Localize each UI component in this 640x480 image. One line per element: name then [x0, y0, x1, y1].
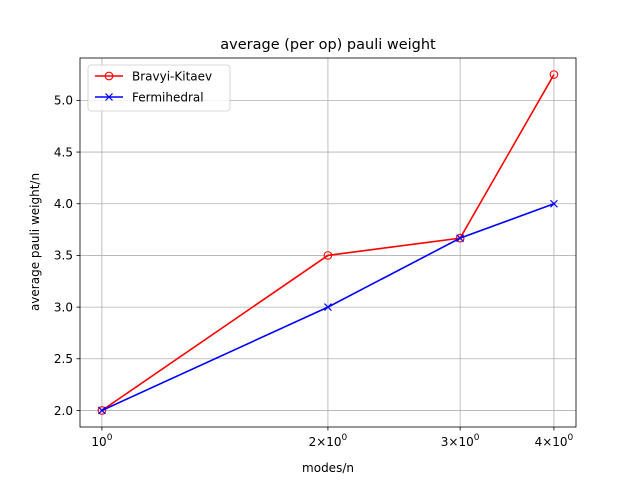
ticks: 100 2×100 3×100 4×100 2.0 2.5 3.0 3.5 4.0 4.5 5.0	[54, 94, 574, 449]
data-point	[549, 70, 559, 79]
legend-marker	[104, 71, 114, 81]
marker-stroke	[456, 234, 465, 243]
y-tick-label: 5.0	[54, 94, 73, 108]
legend-label: Bravyi-Kitaev	[132, 70, 212, 84]
x-tick-label: 100	[91, 433, 112, 449]
legend-box	[87, 64, 231, 112]
y-tick-label: 2.5	[54, 352, 73, 366]
legend: Bravyi-Kitaev Fermihedral	[87, 64, 231, 112]
series-layer	[97, 70, 559, 415]
marker-stroke	[324, 303, 332, 312]
marker-stroke	[550, 199, 558, 208]
y-tick-label: 3.0	[54, 300, 73, 314]
x-tick-label: 4×100	[535, 433, 574, 449]
y-axis-label: average pauli weight/n	[28, 173, 42, 311]
legend-marker	[105, 93, 113, 101]
x-tick-label: 2×100	[309, 433, 348, 449]
legend-label: Fermihedral	[132, 91, 204, 105]
data-point	[550, 199, 558, 208]
data-point	[455, 233, 465, 243]
y-tick-label: 2.0	[54, 404, 73, 418]
x-tick-label: 3×100	[441, 433, 480, 449]
series-line	[101, 202, 555, 412]
grid	[80, 58, 576, 427]
data-point	[324, 303, 332, 312]
data-point	[456, 234, 465, 243]
marker-stroke	[97, 406, 106, 415]
data-point	[97, 406, 106, 415]
marker-stroke	[105, 93, 113, 101]
chart-title: average (per op) pauli weight	[220, 37, 436, 53]
y-tick-label: 4.0	[54, 197, 73, 211]
data-point	[97, 406, 107, 415]
data-point	[323, 251, 333, 260]
y-tick-label: 4.5	[54, 145, 73, 159]
y-tick-label: 3.5	[54, 249, 73, 263]
series-line	[101, 74, 555, 412]
x-axis-label: modes/n	[302, 461, 354, 475]
